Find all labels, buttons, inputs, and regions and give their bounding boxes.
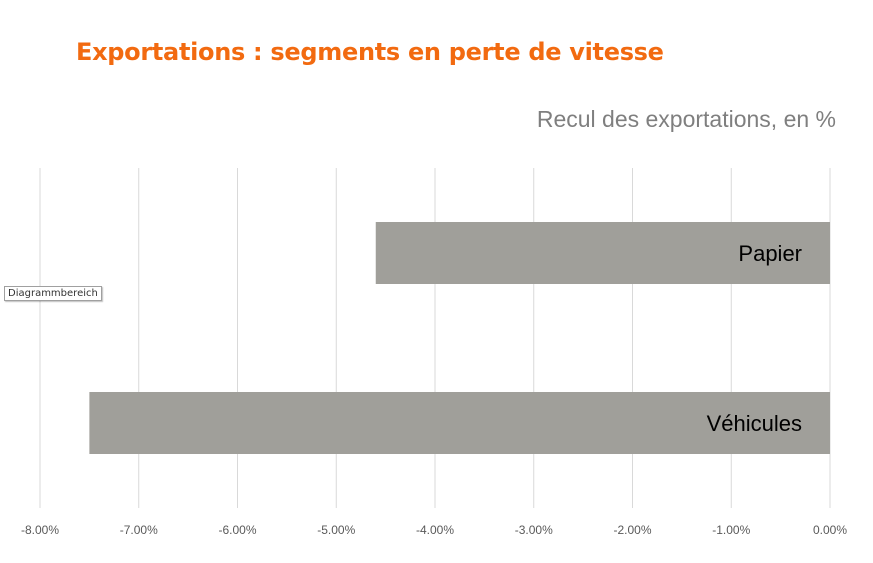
x-tick-label: 0.00%: [813, 523, 847, 537]
bar-category-label: Véhicules: [707, 411, 802, 436]
x-tick-label: -5.00%: [317, 523, 355, 537]
bar-papier[interactable]: [375, 222, 830, 284]
x-tick-label: -4.00%: [416, 523, 454, 537]
chart-title: Exportations : segments en perte de vite…: [76, 38, 664, 66]
x-tick-label: -2.00%: [613, 523, 651, 537]
bar-labels: Papier Véhicules: [707, 241, 802, 436]
bar-vehicules[interactable]: [89, 392, 830, 454]
bar-category-label: Papier: [738, 241, 802, 266]
chart-area-tooltip: Diagrammbereich: [4, 286, 102, 301]
chart-subtitle: Recul des exportations, en %: [536, 106, 836, 132]
x-tick-label: -1.00%: [712, 523, 750, 537]
x-tick-label: -6.00%: [218, 523, 256, 537]
x-tick-label: -3.00%: [515, 523, 553, 537]
x-tick-label: -8.00%: [21, 523, 59, 537]
bars: [89, 222, 830, 454]
gridlines: [39, 168, 831, 508]
x-axis-tick-labels: -8.00% -7.00% -6.00% -5.00% -4.00% -3.00% -2.0…: [21, 523, 847, 537]
x-tick-label: -7.00%: [120, 523, 158, 537]
